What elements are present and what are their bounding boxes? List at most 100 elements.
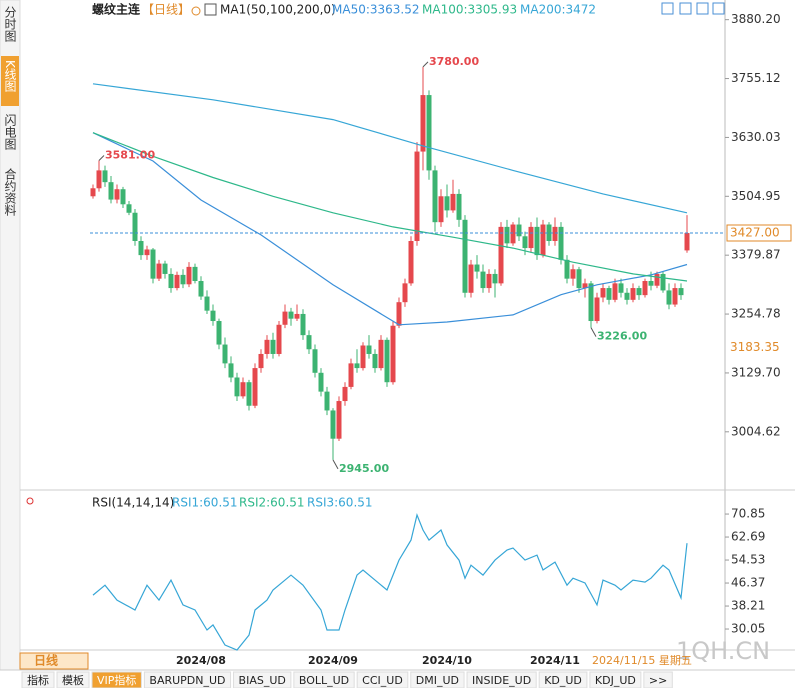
bottom-tab[interactable]: >> xyxy=(649,674,667,687)
candle-body xyxy=(672,288,678,305)
sidebar-tab[interactable]: 分时图 xyxy=(3,6,17,42)
candle-body xyxy=(504,226,510,244)
legend-entry: MA100:3305.93 xyxy=(422,3,517,17)
legend-entry: MA200:3472 xyxy=(520,3,596,17)
candle-body xyxy=(522,236,528,249)
candle-body xyxy=(660,273,666,291)
tab-bg[interactable] xyxy=(589,671,642,688)
candle-body xyxy=(624,292,630,300)
candle-body xyxy=(270,339,276,354)
icon[interactable] xyxy=(696,2,709,15)
candle-body xyxy=(588,283,594,322)
candle-body xyxy=(492,273,498,284)
candle-body xyxy=(426,95,432,171)
tab-bg[interactable] xyxy=(466,671,537,688)
candle-body xyxy=(180,274,186,285)
y-tick-label: 3755.12 xyxy=(731,71,781,85)
candle-body xyxy=(216,321,222,345)
sidebar-tab-bg[interactable] xyxy=(1,56,19,106)
y-tick-label: 54.53 xyxy=(731,553,765,567)
indicator-label: MA1(50,100,200,0) xyxy=(220,3,336,17)
candle-body xyxy=(336,401,342,439)
legend-entry: RSI3:60.51 xyxy=(307,496,373,510)
candle-body xyxy=(612,283,618,300)
sidebar-tab[interactable]: K线图 xyxy=(3,60,17,92)
tab-bg[interactable] xyxy=(356,671,409,688)
candle-body xyxy=(210,310,216,322)
candle-body xyxy=(564,259,570,279)
rsi-icon[interactable] xyxy=(26,497,34,505)
candle-body xyxy=(384,339,390,383)
bottom-tab[interactable]: KD_UD xyxy=(544,674,582,687)
settings-icon[interactable] xyxy=(191,6,201,16)
tab-bg[interactable] xyxy=(410,671,465,688)
line-series xyxy=(92,513,688,651)
legend-entry: RSI1:60.51 xyxy=(172,496,238,510)
bottom-tab[interactable]: VIP指标 xyxy=(97,673,136,687)
period-button[interactable] xyxy=(19,652,89,670)
tab-bg[interactable] xyxy=(538,671,588,688)
icon[interactable] xyxy=(661,2,674,15)
sidebar-tab[interactable]: 合约资料 xyxy=(3,167,17,216)
candle-body xyxy=(234,377,240,397)
indicator-icon[interactable] xyxy=(204,3,217,16)
candle-body xyxy=(468,264,474,293)
chart-title: 螺纹主连 xyxy=(92,2,141,17)
icon[interactable] xyxy=(679,2,692,15)
bottom-tab[interactable]: CCI_UD xyxy=(362,674,403,687)
rsi-title: RSI(14,14,14) xyxy=(92,496,174,510)
bottom-tab[interactable]: BARUPDN_UD xyxy=(149,674,225,687)
tab-bg[interactable] xyxy=(21,671,55,688)
candle-body xyxy=(192,266,198,282)
candle-body xyxy=(540,224,546,256)
annotation-leader xyxy=(422,61,429,68)
candle-body xyxy=(486,273,492,289)
candle-body xyxy=(552,226,558,241)
candle-body xyxy=(300,313,306,336)
candle-body xyxy=(378,339,384,369)
candle-body xyxy=(318,372,324,392)
y-tick-label: 3630.03 xyxy=(731,130,781,144)
bottom-tab[interactable]: 模板 xyxy=(62,673,84,687)
tab-bg[interactable] xyxy=(56,671,90,688)
icon[interactable] xyxy=(712,2,725,15)
candle-body xyxy=(330,410,336,439)
tab-bg[interactable] xyxy=(91,671,142,688)
period-button-label[interactable]: 日线 xyxy=(34,653,58,668)
current-price-label: 3427.00 xyxy=(730,225,780,239)
candle-body xyxy=(162,263,168,274)
bottom-tab[interactable]: 指标 xyxy=(27,673,49,687)
tab-bg[interactable] xyxy=(233,671,292,688)
candle-body xyxy=(186,266,192,285)
tab-bg[interactable] xyxy=(643,671,673,688)
candle-body xyxy=(372,353,378,369)
candle-body xyxy=(174,274,180,289)
candle-body xyxy=(432,170,438,223)
candle-body xyxy=(204,296,210,311)
y-tick-label: 30.05 xyxy=(731,622,765,636)
bottom-tab[interactable]: BIAS_UD xyxy=(239,674,286,687)
bottom-tab[interactable]: BOLL_UD xyxy=(299,674,349,687)
tab-bg[interactable] xyxy=(143,671,232,688)
candle-body xyxy=(402,283,408,303)
candle-body xyxy=(600,288,606,298)
tab-bg[interactable] xyxy=(293,671,355,688)
candle-body xyxy=(348,363,354,387)
bottom-tab[interactable]: DMI_UD xyxy=(416,674,459,687)
bottom-tab[interactable]: INSIDE_UD xyxy=(472,674,531,687)
current-price-box xyxy=(726,224,792,242)
candle-body xyxy=(576,269,582,289)
candle-body xyxy=(360,345,366,369)
candle-body xyxy=(198,281,204,297)
sidebar-tab[interactable]: 闪电图 xyxy=(3,114,17,150)
watermark: 1QH.CN xyxy=(676,637,770,665)
period-label: 【日线】 xyxy=(142,3,190,17)
candle-body xyxy=(120,189,126,205)
candle-body xyxy=(312,349,318,373)
candle-body xyxy=(666,290,672,305)
candle-body xyxy=(138,240,144,256)
bottom-tab[interactable]: KDJ_UD xyxy=(595,674,636,687)
candle-body xyxy=(108,182,114,200)
candle-body xyxy=(132,212,138,241)
